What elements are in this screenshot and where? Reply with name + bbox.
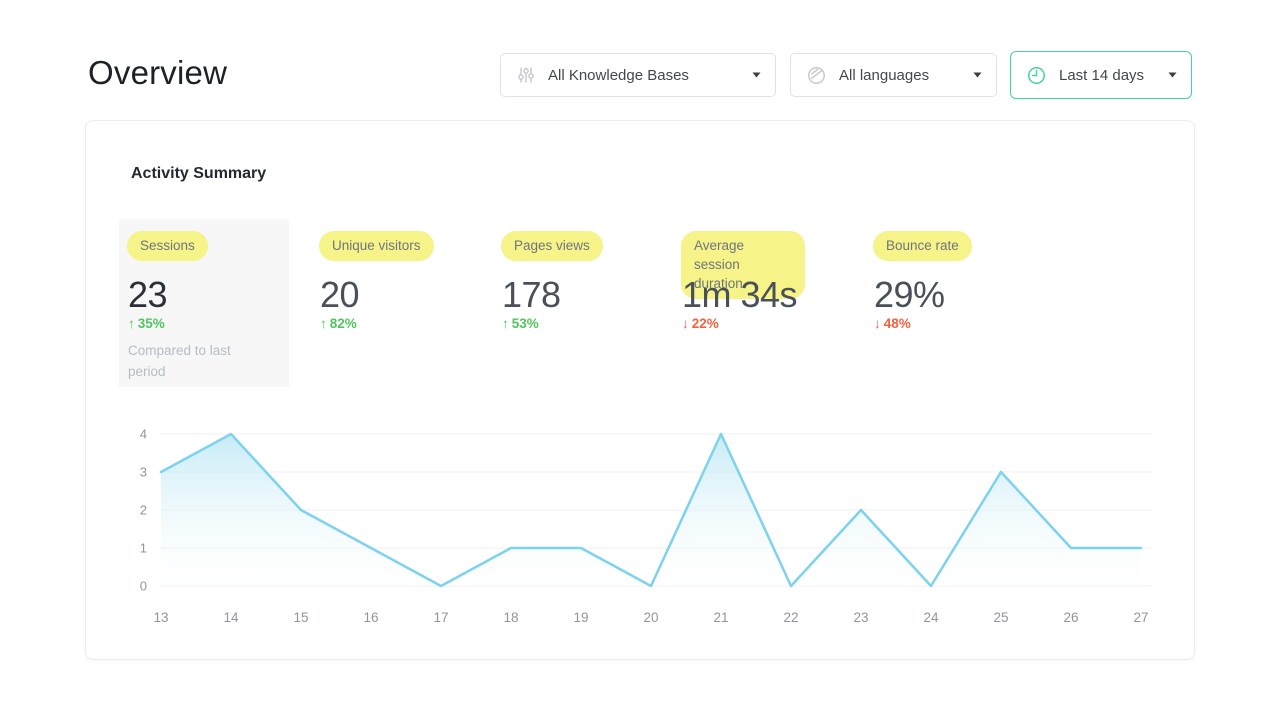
- sliders-icon: [517, 66, 535, 84]
- svg-text:2: 2: [140, 503, 147, 518]
- metric-change: ↓ 22%: [682, 316, 719, 331]
- metric-change-pct: 82%: [329, 316, 357, 331]
- svg-text:13: 13: [153, 610, 168, 625]
- metric-unique-visitors[interactable]: Unique visitors 20 ↑ 82%: [319, 219, 499, 387]
- metric-label-highlight: Bounce rate: [873, 231, 972, 261]
- chevron-down-icon: [963, 72, 982, 78]
- metric-change-pct: 22%: [691, 316, 719, 331]
- metric-value: 23: [128, 274, 168, 315]
- chevron-down-icon: [1158, 72, 1177, 78]
- comparison-note: Compared to last period: [128, 343, 231, 379]
- metric-change-pct: 48%: [883, 316, 911, 331]
- arrow-up-icon: ↑: [128, 316, 135, 331]
- metric-avg-session-duration[interactable]: Average session duration 1m 34s ↓ 22%: [681, 219, 861, 387]
- svg-text:3: 3: [140, 465, 147, 480]
- svg-text:16: 16: [363, 610, 378, 625]
- date-range-label: Last 14 days: [1059, 66, 1145, 84]
- metric-value: 20: [320, 274, 360, 315]
- languages-label: All languages: [839, 66, 930, 84]
- svg-text:23: 23: [853, 610, 868, 625]
- metric-pages-views[interactable]: Pages views 178 ↑ 53%: [501, 219, 681, 387]
- metric-value: 1m 34s: [682, 274, 798, 315]
- metrics-row: Sessions 23 ↑ 35% Compared to last period…: [86, 219, 1194, 389]
- activity-summary-card: Activity Summary Sessions 23 ↑ 35% Compar…: [85, 120, 1195, 660]
- metric-change-pct: 35%: [137, 316, 165, 331]
- sessions-area-chart: 0 1 2 3 4 13 14 15 16 17 18 19 20 21 22 23 24 25 26 27: [121, 421, 1166, 636]
- metric-label-highlight: Average session duration: [681, 231, 805, 299]
- metric-value: 178: [502, 274, 561, 315]
- arrow-up-icon: ↑: [502, 316, 509, 331]
- chevron-down-icon: [742, 72, 761, 78]
- svg-text:0: 0: [140, 579, 147, 594]
- svg-text:14: 14: [223, 610, 239, 625]
- globe-icon: [807, 66, 826, 85]
- metric-value: 29%: [874, 274, 945, 315]
- svg-text:27: 27: [1133, 610, 1148, 625]
- svg-text:20: 20: [643, 610, 658, 625]
- metric-change-pct: 53%: [511, 316, 539, 331]
- svg-text:4: 4: [140, 427, 147, 442]
- clock-icon: [1027, 66, 1046, 85]
- date-range-dropdown[interactable]: Last 14 days: [1010, 51, 1192, 99]
- arrow-down-icon: ↓: [874, 316, 881, 331]
- svg-text:19: 19: [573, 610, 588, 625]
- svg-text:26: 26: [1063, 610, 1078, 625]
- metric-bounce-rate[interactable]: Bounce rate 29% ↓ 48%: [873, 219, 1053, 387]
- card-title: Activity Summary: [131, 165, 267, 182]
- metric-change: ↑ 82%: [320, 316, 357, 331]
- svg-text:15: 15: [293, 610, 308, 625]
- svg-text:22: 22: [783, 610, 798, 625]
- metric-change: ↑ 35%: [128, 316, 165, 331]
- arrow-down-icon: ↓: [682, 316, 689, 331]
- svg-text:17: 17: [433, 610, 448, 625]
- metric-change: ↓ 48%: [874, 316, 911, 331]
- languages-dropdown[interactable]: All languages: [790, 53, 997, 97]
- metric-label-highlight: Pages views: [501, 231, 603, 261]
- metric-label-highlight: Sessions: [127, 231, 208, 261]
- knowledge-bases-label: All Knowledge Bases: [548, 66, 689, 84]
- svg-text:18: 18: [503, 610, 518, 625]
- page-title: Overview: [88, 54, 228, 91]
- svg-text:25: 25: [993, 610, 1008, 625]
- knowledge-bases-dropdown[interactable]: All Knowledge Bases: [500, 53, 776, 97]
- svg-text:21: 21: [713, 610, 728, 625]
- svg-text:24: 24: [923, 610, 939, 625]
- svg-text:1: 1: [140, 541, 147, 556]
- arrow-up-icon: ↑: [320, 316, 327, 331]
- metric-sessions[interactable]: Sessions 23 ↑ 35% Compared to last period: [127, 219, 307, 387]
- metric-change: ↑ 53%: [502, 316, 539, 331]
- metric-label-highlight: Unique visitors: [319, 231, 434, 261]
